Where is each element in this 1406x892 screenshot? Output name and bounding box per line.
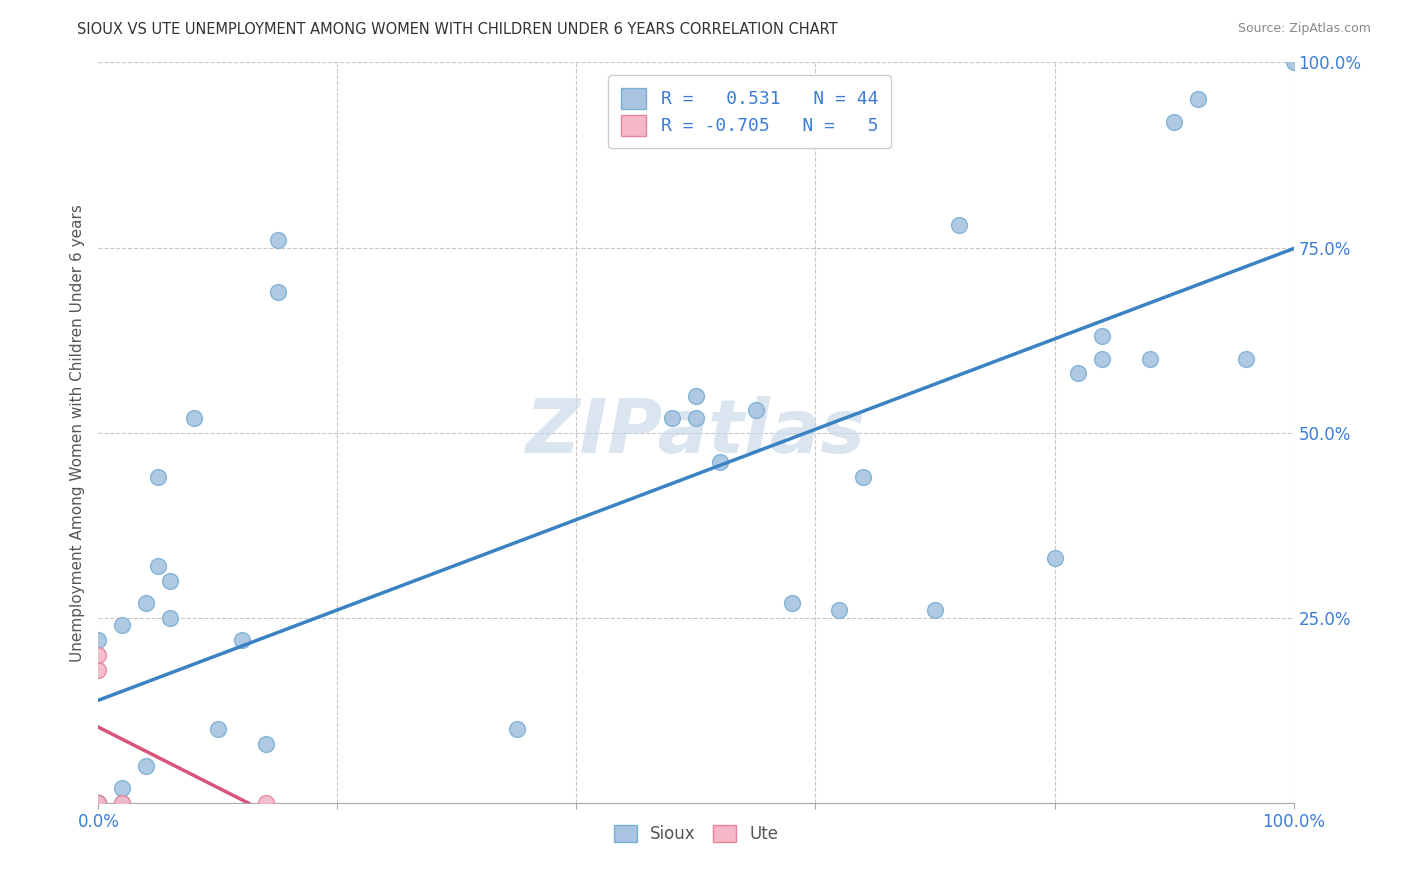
Point — [1091, 329, 1114, 343]
Point — [924, 603, 946, 617]
Point — [685, 388, 707, 402]
Point — [87, 796, 110, 810]
Point — [1067, 367, 1090, 381]
Text: ZIPatlas: ZIPatlas — [526, 396, 866, 469]
Text: Source: ZipAtlas.com: Source: ZipAtlas.com — [1237, 22, 1371, 36]
Point — [87, 632, 110, 647]
Point — [267, 285, 290, 299]
Point — [87, 796, 110, 810]
Text: SIOUX VS UTE UNEMPLOYMENT AMONG WOMEN WITH CHILDREN UNDER 6 YEARS CORRELATION CH: SIOUX VS UTE UNEMPLOYMENT AMONG WOMEN WI… — [77, 22, 838, 37]
Point — [148, 470, 170, 484]
Point — [87, 796, 110, 810]
Point — [111, 796, 134, 810]
Point — [506, 722, 529, 736]
Point — [254, 737, 277, 751]
Point — [87, 648, 110, 662]
Point — [87, 796, 110, 810]
Point — [87, 796, 110, 810]
Point — [87, 796, 110, 810]
Point — [111, 780, 134, 795]
Point — [1043, 551, 1066, 566]
Point — [1282, 55, 1305, 70]
Point — [87, 796, 110, 810]
Point — [948, 219, 970, 233]
Point — [254, 796, 277, 810]
Point — [87, 796, 110, 810]
Point — [159, 574, 181, 588]
Point — [1187, 92, 1209, 106]
Point — [1163, 114, 1185, 128]
Point — [87, 796, 110, 810]
Point — [231, 632, 253, 647]
Point — [183, 410, 205, 425]
Point — [780, 596, 803, 610]
Point — [111, 618, 134, 632]
Point — [207, 722, 229, 736]
Point — [709, 455, 731, 469]
Legend: Sioux, Ute: Sioux, Ute — [607, 819, 785, 850]
Point — [148, 558, 170, 573]
Point — [852, 470, 875, 484]
Point — [111, 796, 134, 810]
Point — [1139, 351, 1161, 366]
Point — [267, 233, 290, 247]
Point — [661, 410, 683, 425]
Point — [159, 610, 181, 624]
Point — [685, 410, 707, 425]
Point — [135, 596, 157, 610]
Y-axis label: Unemployment Among Women with Children Under 6 years: Unemployment Among Women with Children U… — [69, 203, 84, 662]
Point — [1234, 351, 1257, 366]
Point — [1091, 351, 1114, 366]
Point — [135, 758, 157, 772]
Point — [87, 663, 110, 677]
Point — [828, 603, 851, 617]
Point — [745, 403, 768, 417]
